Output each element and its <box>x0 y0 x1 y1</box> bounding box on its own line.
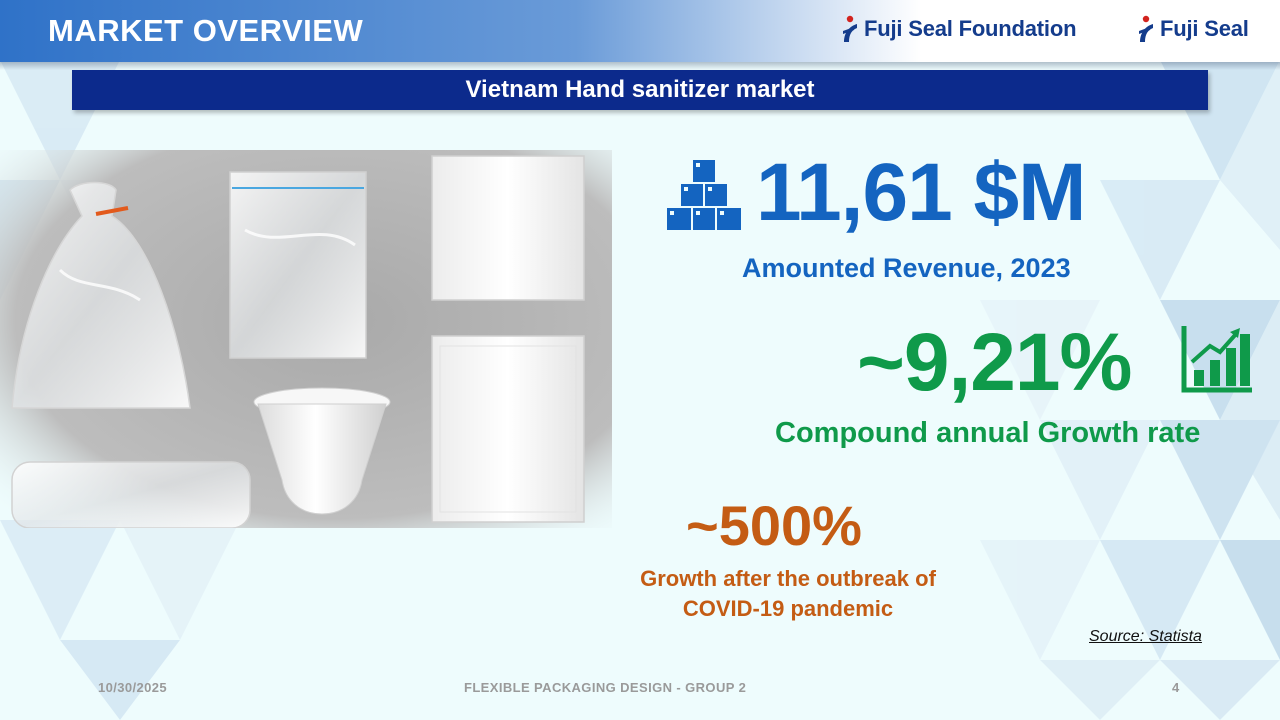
banner-title: Vietnam Hand sanitizer market <box>465 76 815 103</box>
covid-growth-label-line1: Growth after the outbreak of <box>640 566 936 591</box>
covid-growth-value: ~500% <box>686 494 862 557</box>
fuji-seal-mark-icon <box>843 15 857 42</box>
section-banner: Vietnam Hand sanitizer market <box>72 70 1208 110</box>
logo-text: Fuji Seal Foundation <box>864 16 1077 41</box>
bar-growth-chart-icon <box>1181 326 1252 393</box>
footer-date: 10/30/2025 <box>98 680 168 695</box>
footer-title: FLEXIBLE PACKAGING DESIGN - GROUP 2 <box>464 680 747 695</box>
fuji-seal-foundation-logo: Fuji Seal Foundation <box>840 14 1077 44</box>
logo-text: Fuji Seal <box>1160 16 1249 41</box>
header-shadow <box>0 62 1280 70</box>
slide-title: MARKET OVERVIEW <box>48 13 364 48</box>
source-citation: Source: Statista <box>1089 628 1202 645</box>
cagr-label: Compound annual Growth rate <box>775 417 1201 449</box>
revenue-label: Amounted Revenue, 2023 <box>742 253 1071 283</box>
fuji-seal-mark-icon <box>1139 15 1153 42</box>
covid-growth-label: Growth after the outbreak of COVID-19 pa… <box>600 564 976 624</box>
revenue-value: 11,61 $M <box>756 147 1086 238</box>
page-number: 4 <box>1172 680 1180 695</box>
boxes-stack-icon <box>666 158 742 232</box>
header-bar <box>0 0 1280 62</box>
packaging-photo <box>0 150 612 528</box>
cagr-value: ~9,21% <box>857 317 1132 408</box>
fuji-seal-logo: Fuji Seal <box>1136 14 1249 44</box>
covid-growth-label-line2: COVID-19 pandemic <box>682 596 894 621</box>
